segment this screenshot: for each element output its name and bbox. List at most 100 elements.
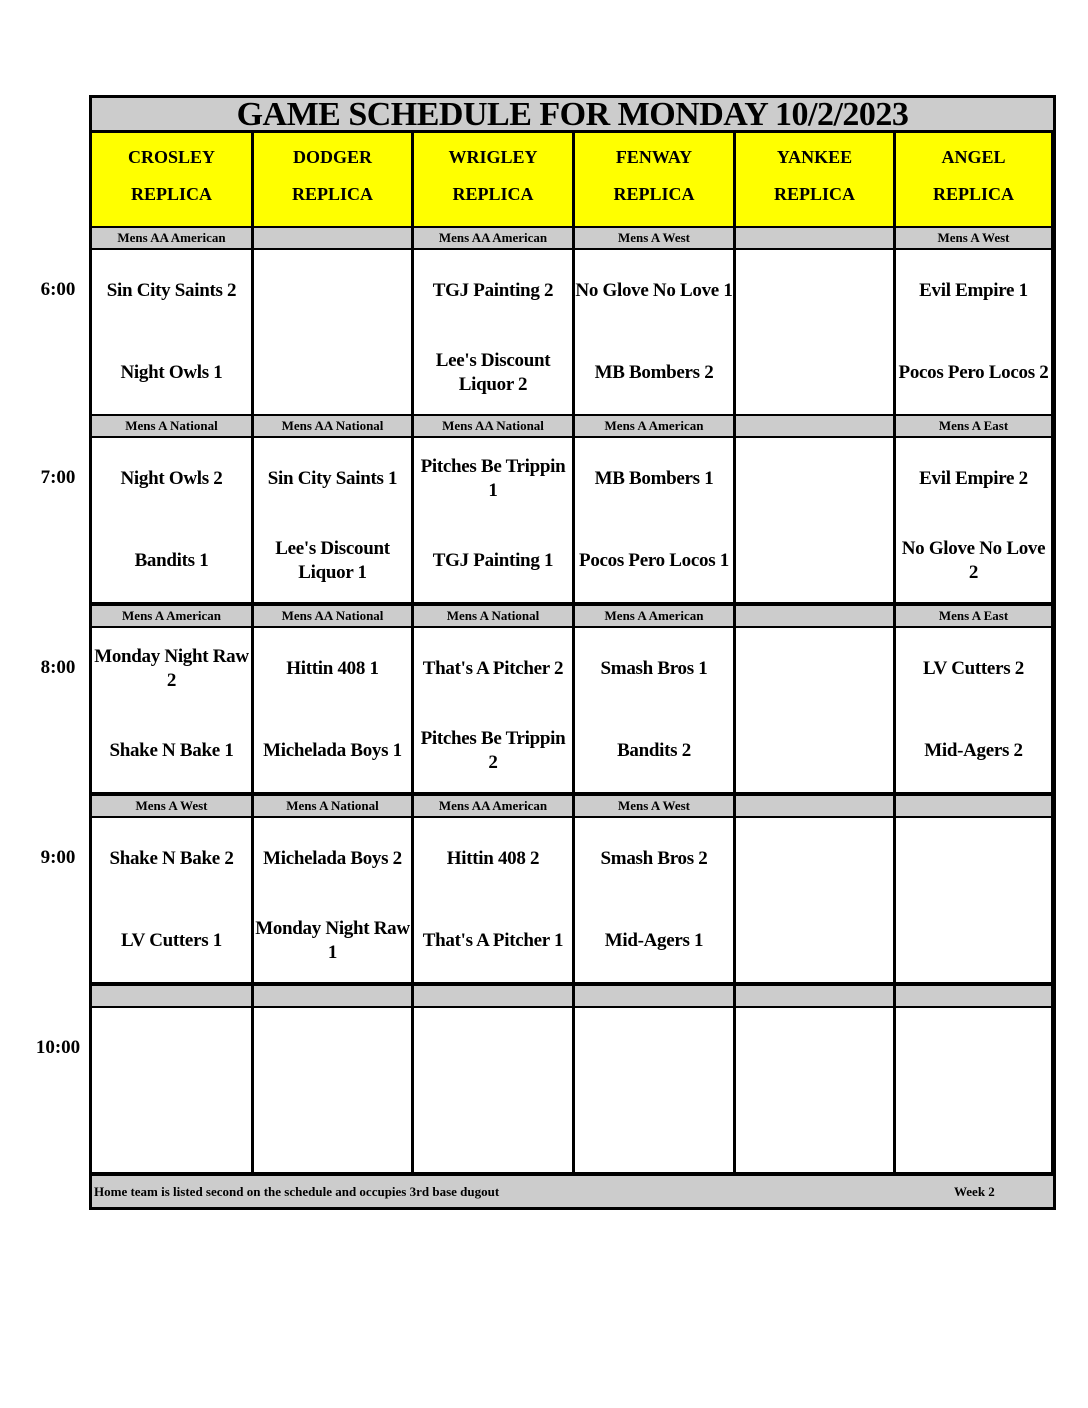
- away-team: Monday Night Raw 2: [94, 646, 249, 691]
- home-team: Lee's Discount Liquor 2: [435, 350, 551, 395]
- time-label: 7:00: [40, 467, 76, 488]
- field-subtitle: REPLICA: [291, 184, 373, 204]
- home-team: Lee's Discount Liquor 1: [275, 538, 390, 583]
- field-header-wrigley: WRIGLEY REPLICA: [414, 133, 572, 226]
- game-cell: MB Bombers 1 Pocos Pero Locos 1: [575, 438, 733, 602]
- field-header-fenway: FENWAY REPLICA: [575, 133, 733, 226]
- division-label: Mens A American: [92, 606, 251, 626]
- home-team: Monday Night Raw 1: [255, 918, 410, 963]
- away-team: Sin City Saints 2: [106, 280, 237, 301]
- game-cell: No Glove No Love 1 MB Bombers 2: [575, 250, 733, 414]
- game-cell: [575, 1008, 733, 1172]
- away-team: TGJ Painting 2: [432, 280, 554, 301]
- field-subtitle: REPLICA: [130, 184, 212, 204]
- away-team: [896, 818, 1051, 900]
- game-cell: LV Cutters 2 Mid-Agers 2: [896, 628, 1051, 792]
- game-cell: [736, 250, 893, 414]
- game-cell: Monday Night Raw 2 Shake N Bake 1: [92, 628, 251, 792]
- field-name: ANGEL: [941, 147, 1006, 167]
- game-cell: [896, 1008, 1051, 1172]
- schedule-table: GAME SCHEDULE FOR MONDAY 10/2/2023 Home …: [89, 95, 1056, 1210]
- away-team: Evil Empire 1: [919, 280, 1028, 301]
- away-team: [736, 438, 893, 520]
- home-team: Bandits 1: [134, 550, 209, 571]
- division-label: Mens A West: [575, 228, 733, 248]
- game-cell: [736, 1008, 893, 1172]
- game-cell: TGJ Painting 2 Lee's Discount Liquor 2: [414, 250, 572, 414]
- division-label: [736, 986, 893, 1006]
- field-subtitle: REPLICA: [932, 184, 1014, 204]
- away-team: [736, 628, 893, 710]
- field-header-angel: ANGEL REPLICA: [896, 133, 1051, 226]
- home-team: Shake N Bake 1: [109, 740, 234, 761]
- division-label: Mens A National: [414, 606, 572, 626]
- division-label: Mens A East: [896, 606, 1051, 626]
- field-name: DODGER: [292, 147, 372, 167]
- away-team: [575, 1008, 733, 1090]
- away-team: Smash Bros 2: [600, 848, 708, 869]
- home-team: Michelada Boys 1: [263, 740, 402, 761]
- field-header-yankee: YANKEE REPLICA: [736, 133, 893, 226]
- division-label: Mens AA National: [254, 606, 411, 626]
- game-cell: Smash Bros 1 Bandits 2: [575, 628, 733, 792]
- division-label: Mens AA National: [414, 416, 572, 436]
- away-team: Michelada Boys 2: [263, 848, 402, 869]
- game-cell: [254, 250, 411, 414]
- game-cell: [736, 818, 893, 982]
- game-cell: That's A Pitcher 2 Pitches Be Trippin 2: [414, 628, 572, 792]
- page-title: GAME SCHEDULE FOR MONDAY 10/2/2023: [92, 98, 1053, 132]
- field-header-crosley: CROSLEY REPLICA: [92, 133, 251, 226]
- field-subtitle: REPLICA: [773, 184, 855, 204]
- home-team: [736, 1090, 893, 1172]
- footer: Home team is listed second on the schedu…: [92, 1176, 1053, 1207]
- field-header-dodger: DODGER REPLICA: [254, 133, 411, 226]
- away-team: Shake N Bake 2: [109, 848, 234, 869]
- division-label: [736, 606, 893, 626]
- division-label: [896, 796, 1051, 816]
- away-team: Smash Bros 1: [600, 658, 708, 679]
- field-subtitle: REPLICA: [452, 184, 534, 204]
- home-team: MB Bombers 2: [594, 362, 714, 383]
- away-team: Sin City Saints 1: [267, 468, 398, 489]
- home-team: [736, 520, 893, 602]
- game-cell: Hittin 408 1 Michelada Boys 1: [254, 628, 411, 792]
- time-label: 10:00: [35, 1037, 81, 1058]
- home-team: No Glove No Love 2: [901, 538, 1046, 583]
- home-team: [896, 1090, 1051, 1172]
- game-cell: [254, 1008, 411, 1172]
- away-team: [254, 250, 411, 332]
- game-cell: Evil Empire 1 Pocos Pero Locos 2: [896, 250, 1051, 414]
- field-name: YANKEE: [776, 147, 853, 167]
- game-cell: [896, 818, 1051, 982]
- home-team: [575, 1090, 733, 1172]
- home-team: [736, 900, 893, 982]
- home-team: [736, 332, 893, 414]
- away-team: MB Bombers 1: [594, 468, 714, 489]
- division-label: Mens A West: [896, 228, 1051, 248]
- away-team: Pitches Be Trippin 1: [420, 456, 566, 501]
- away-team: No Glove No Love 1: [575, 280, 733, 301]
- game-cell: Michelada Boys 2 Monday Night Raw 1: [254, 818, 411, 982]
- game-cell: Evil Empire 2 No Glove No Love 2: [896, 438, 1051, 602]
- away-team: Hittin 408 2: [446, 848, 540, 869]
- division-label: Mens AA American: [414, 228, 572, 248]
- home-team: [736, 710, 893, 792]
- home-team: [92, 1090, 251, 1172]
- home-team: [254, 332, 411, 414]
- away-team: [736, 250, 893, 332]
- home-team: TGJ Painting 1: [432, 550, 554, 571]
- game-cell: Hittin 408 2 That's A Pitcher 1: [414, 818, 572, 982]
- division-label: Mens A East: [896, 416, 1051, 436]
- field-subtitle: REPLICA: [613, 184, 695, 204]
- home-team: LV Cutters 1: [121, 930, 222, 951]
- home-team: That's A Pitcher 1: [422, 930, 564, 951]
- away-team: [414, 1008, 572, 1090]
- field-name: CROSLEY: [127, 147, 216, 167]
- home-team: Pocos Pero Locos 2: [898, 362, 1049, 383]
- division-label: Mens A American: [575, 416, 733, 436]
- home-team: Mid-Agers 2: [924, 740, 1023, 761]
- division-label: Mens A National: [254, 796, 411, 816]
- home-team: Night Owls 1: [120, 362, 223, 383]
- home-team: [896, 900, 1051, 982]
- division-label: [414, 986, 572, 1006]
